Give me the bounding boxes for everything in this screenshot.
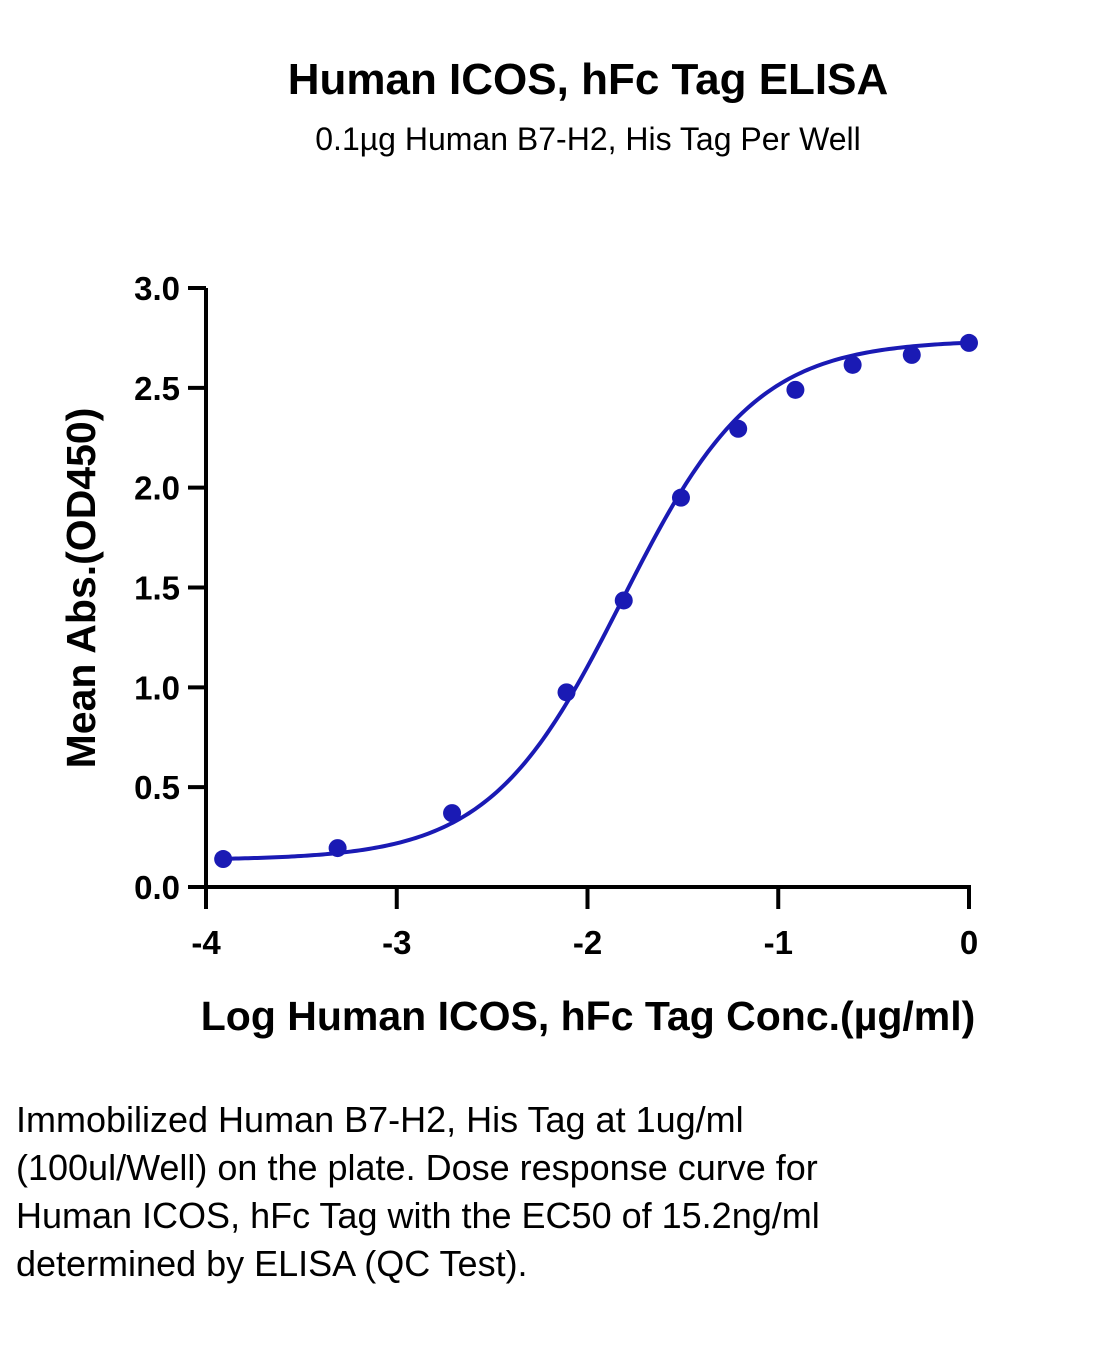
data-point [214,850,233,869]
data-point [960,333,978,352]
x-tick-label: -3 [382,924,411,961]
x-tick-label: 0 [960,924,978,961]
x-tick-label: -4 [191,924,221,961]
y-tick-label: 3.0 [134,270,180,307]
y-tick-label: 0.5 [134,769,180,806]
y-tick-label: 1.0 [134,669,180,706]
x-axis: -4 -3 -2 -1 0 [191,885,978,961]
data-point [671,488,690,507]
data-point [443,804,462,823]
y-tick-label: 2.5 [134,370,180,407]
fit-curve-group [223,340,970,861]
data-points-group [214,333,978,869]
elisa-chart: Human ICOS, hFc Tag ELISA 0.1µg Human B7… [58,55,978,1039]
chart-subtitle: 0.1µg Human B7-H2, His Tag Per Well [315,121,860,157]
x-tick-label: -2 [573,924,602,961]
data-point [786,380,805,399]
figure-caption: Immobilized Human B7-H2, His Tag at 1ug/… [16,1099,820,1284]
data-point [843,355,862,374]
fit-curve [223,340,970,861]
y-tick-label: 0.0 [134,869,180,906]
chart-title: Human ICOS, hFc Tag ELISA [288,55,889,104]
y-axis-title: Mean Abs.(OD450) [58,408,104,769]
data-point [328,839,347,858]
data-point [557,683,576,702]
y-tick-label: 1.5 [134,570,180,607]
x-tick-label: -1 [764,924,793,961]
x-axis-title: Log Human ICOS, hFc Tag Conc.(µg/ml) [201,993,976,1039]
y-tick-label: 2.0 [134,470,180,507]
data-point [614,591,633,610]
data-point [902,345,921,364]
data-point [729,419,748,438]
y-axis: 0.0 0.5 1.0 1.5 2.0 2.5 3.0 [134,270,208,909]
